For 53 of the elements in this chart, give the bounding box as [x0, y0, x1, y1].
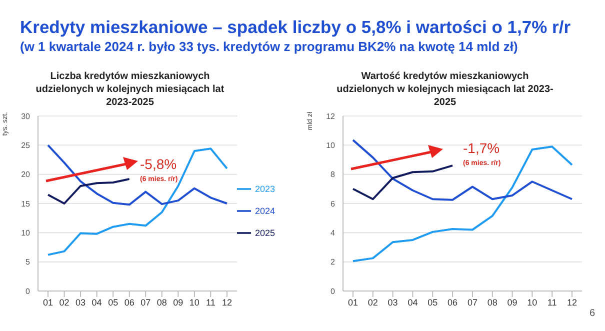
- line-series: [352, 139, 573, 201]
- annotation: -1,7%: [463, 140, 500, 156]
- y-tick-label: 6: [330, 199, 336, 208]
- y-tick-label: 30: [21, 112, 31, 121]
- y-tick-label: 20: [21, 170, 31, 180]
- x-tick-label: 07: [467, 297, 478, 308]
- x-tick-label: 05: [108, 297, 118, 308]
- x-tick-label: 01: [348, 297, 358, 308]
- legend-label: 2023: [254, 184, 275, 194]
- annotation: -5,8%: [140, 156, 177, 172]
- x-tick-label: 03: [76, 297, 86, 308]
- y-tick-label: 2: [330, 258, 336, 267]
- legend-label: 2024: [254, 206, 275, 216]
- line-series: [47, 148, 228, 256]
- line-series: [47, 144, 228, 206]
- y-tick-label: 10: [21, 228, 31, 238]
- chart-title: Liczba kredytów mieszkaniowych udzielonych w kolejnych miesiącach lat 2023-2025: [34, 70, 226, 109]
- y-tick-label: 8: [330, 170, 336, 180]
- x-tick-label: 06: [448, 297, 458, 308]
- y-tick-label: 5: [26, 258, 31, 267]
- x-tick-label: 11: [547, 297, 557, 308]
- text: 6: [589, 308, 595, 319]
- x-tick-label: 09: [173, 297, 184, 308]
- x-tick-label: 02: [368, 297, 378, 308]
- y-tick-label: 25: [21, 141, 31, 150]
- text: Kredyty mieszkaniowe – spadek liczby o 5,8% i wartości o 1,7% r/r: [20, 17, 571, 38]
- x-tick-label: 01: [42, 297, 54, 308]
- x-tick-label: 11: [206, 297, 216, 308]
- x-tick-label: 04: [408, 297, 418, 308]
- x-tick-label: 05: [428, 297, 438, 308]
- y-tick-label: 10: [326, 141, 336, 150]
- x-tick-label: 07: [140, 297, 151, 308]
- x-tick-label: 09: [507, 297, 518, 308]
- x-tick-label: 12: [566, 297, 578, 308]
- x-tick-label: 04: [92, 297, 102, 308]
- y-tick-label: 0: [330, 286, 336, 296]
- text: (w 1 kwartale 2024 r. było 33 tys. kredytów z programu BK2% na kwotę 14 mld zł): [20, 39, 518, 54]
- line-series: [47, 178, 130, 204]
- legend-label: 2025: [254, 228, 275, 238]
- x-tick-label: 10: [189, 297, 200, 308]
- x-tick-label: 08: [156, 297, 167, 308]
- y-tick-label: 4: [330, 228, 336, 238]
- y-tick-label: 15: [21, 199, 31, 208]
- x-tick-label: 06: [124, 297, 134, 308]
- x-tick-label: 02: [59, 297, 70, 308]
- x-tick-label: 10: [527, 297, 538, 308]
- chart-title: Wartość kredytów mieszkaniowych udzielonych w kolejnych miesiącach lat 2023-2025: [336, 70, 554, 109]
- x-tick-label: 03: [388, 297, 398, 308]
- line-series: [352, 164, 454, 200]
- y-tick-label: 12: [326, 112, 336, 121]
- x-tick-label: 12: [222, 297, 232, 308]
- x-tick-label: 08: [487, 297, 498, 308]
- y-tick-label: 0: [26, 286, 31, 296]
